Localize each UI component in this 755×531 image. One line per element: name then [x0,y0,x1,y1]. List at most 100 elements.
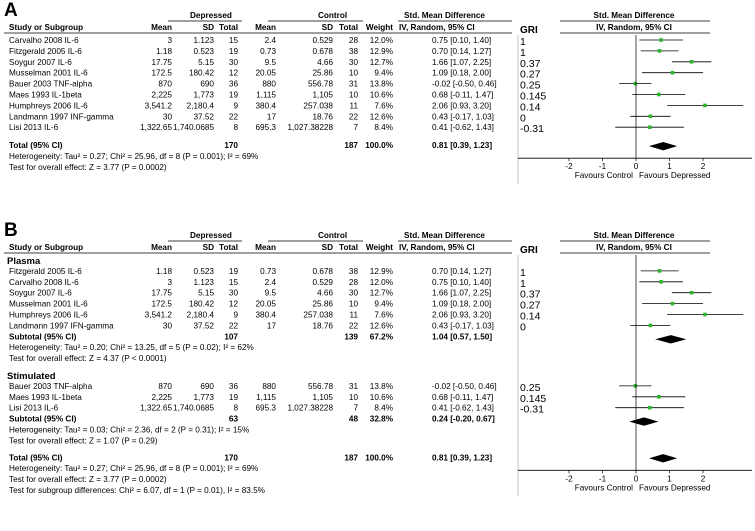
study-sd-depressed: 2,180.4 [187,101,215,110]
study-total-control: 10 [349,393,359,402]
subtotal-smd-ci: 1.04 [0.57, 1.50] [432,332,492,341]
column-header-gri: GRI [520,245,538,256]
study-mean-control: 2.4 [265,36,277,45]
study-mean-depressed: 3,541.2 [145,101,173,110]
study-total-control: 22 [349,112,359,121]
study-point-estimate [659,38,663,42]
study-sd-control: 4.66 [317,289,333,298]
study-gri: 0.27 [520,300,541,312]
study-smd-ci: 1.09 [0.18, 2.00] [432,300,491,309]
column-header-sd: SD [322,23,333,32]
study-point-estimate [657,49,662,53]
study-total-control: 11 [350,101,359,110]
study-weight: 7.6% [374,311,393,320]
study-sd-control: 257.038 [303,311,333,320]
column-header-mean: Mean [151,23,172,32]
axis-label-favours-depressed: Favours Depressed [639,171,711,180]
study-total-control: 11 [350,311,359,320]
total-depressed: 170 [224,453,238,462]
study-gri: 0 [520,112,526,124]
study-gri: 0.25 [520,382,541,394]
study-smd-ci: 1.66 [1.07, 2.25] [432,58,491,67]
column-header-total: Total [219,23,238,32]
study-sd-control: 18.76 [313,112,334,121]
subgroup-differences-test: Test for subgroup differences: Chi² = 6.… [9,486,265,495]
study-total-control: 31 [349,80,359,89]
study-gri: -0.31 [520,404,544,416]
study-gri: 1 [520,47,526,59]
study-weight: 12.9% [370,47,393,56]
study-smd-ci: 0.41 [-0.62, 1.43] [432,404,494,413]
column-header-mean: Mean [151,243,172,252]
x-axis-tick-label: 2 [701,162,706,171]
study-total-control: 10 [349,69,359,78]
study-total-depressed: 22 [229,321,239,330]
study-point-estimate [648,323,653,328]
study-sd-control: 25.86 [313,300,334,309]
study-name: Carvalho 2008 IL-6 [9,278,79,287]
study-smd-ci: 0.43 [-0.17, 1.03] [432,112,494,121]
subtotal-total-depressed: 107 [224,332,238,341]
study-total-control: 7 [353,123,358,132]
study-weight: 12.9% [370,267,393,276]
study-mean-depressed: 172.5 [152,69,173,78]
study-smd-ci: 0.68 [-0.11, 1.47] [432,393,493,402]
study-total-depressed: 36 [229,382,239,391]
study-mean-depressed: 17.75 [152,58,173,67]
study-total-control: 28 [349,278,359,287]
subtotal-diamond [655,335,687,344]
study-total-control: 30 [349,289,359,298]
study-gri: 0.14 [520,311,541,323]
study-sd-depressed: 180.42 [189,300,214,309]
study-point-estimate [657,269,662,273]
study-total-control: 31 [349,382,359,391]
plot-column-title: Std. Mean Difference [594,231,675,240]
study-sd-control: 556.78 [308,382,333,391]
study-name: Fitzgerald 2005 IL-6 [9,267,82,276]
study-sd-depressed: 690 [200,80,214,89]
subtotal-total-control: 139 [344,332,358,341]
study-name: Bauer 2003 TNF-alpha [9,382,93,391]
study-name: Bauer 2003 TNF-alpha [9,80,93,89]
study-total-depressed: 30 [229,289,239,298]
subtotal-weight: 32.8% [370,415,394,424]
study-name: Humphreys 2006 IL-6 [9,101,88,110]
study-weight: 13.8% [370,382,393,391]
total-overall-effect: Test for overall effect: Z = 3.77 (P = 0… [9,163,167,172]
study-weight: 8.4% [374,404,393,413]
study-total-depressed: 30 [229,58,239,67]
subtotal-label: Subtotal (95% CI) [9,415,77,424]
study-total-control: 30 [349,58,359,67]
study-gri: 0.145 [520,393,546,405]
x-axis-tick-label: 1 [667,474,672,483]
total-smd-ci: 0.81 [0.39, 1.23] [432,141,492,150]
study-point-estimate [656,394,661,399]
study-total-control: 7 [353,404,358,413]
study-name: Maes 1993 IL-1beta [9,393,82,402]
axis-label-favours-control: Favours Control [575,483,633,492]
column-header-total: Total [339,243,358,252]
subgroup-title: Plasma [7,256,41,267]
study-name: Musselman 2001 IL-6 [9,300,88,309]
study-mean-control: 1,115 [256,393,276,402]
study-name: Humphreys 2006 IL-6 [9,311,88,320]
study-smd-ci: 1.66 [1.07, 2.25] [432,289,491,298]
total-smd-ci: 0.81 [0.39, 1.23] [432,453,492,462]
study-mean-depressed: 30 [163,321,173,330]
study-weight: 13.8% [370,80,393,89]
column-header-mean: Mean [255,23,276,32]
study-point-estimate [647,405,652,410]
study-gri: 0.37 [520,58,541,70]
study-sd-control: 4.66 [317,58,333,67]
study-name: Musselman 2001 IL-6 [9,69,88,78]
study-total-depressed: 15 [229,278,239,287]
study-mean-control: 695.3 [256,404,277,413]
study-point-estimate [659,280,663,284]
study-name: Carvalho 2008 IL-6 [9,36,79,45]
study-smd-ci: 2.06 [0.93, 3.20] [432,101,491,110]
study-weight: 12.6% [370,112,393,121]
study-point-estimate [647,125,652,129]
study-name: Lisi 2013 IL-6 [9,404,59,413]
study-mean-depressed: 870 [158,382,172,391]
study-sd-control: 1,027.38228 [287,404,333,413]
